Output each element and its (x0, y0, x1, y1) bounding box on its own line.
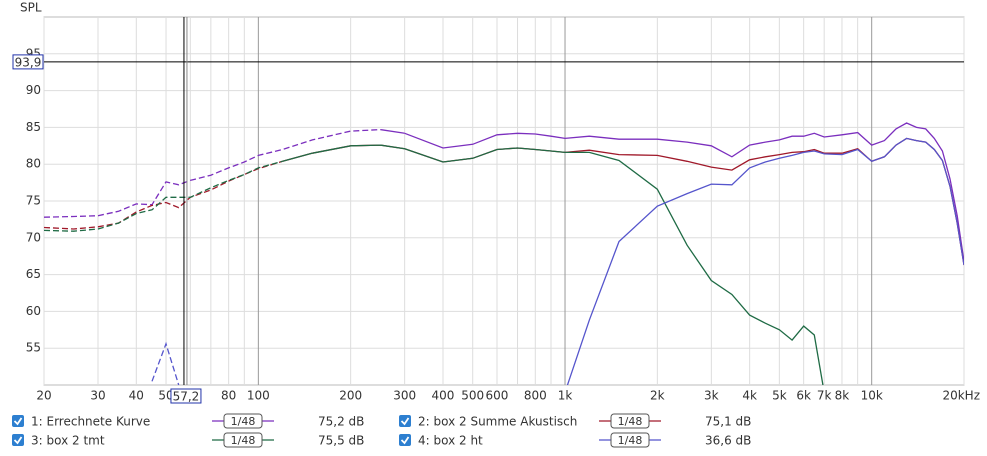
checkbox-tick (13, 436, 23, 445)
checkbox[interactable] (12, 415, 24, 427)
y-tick-label: 60 (26, 304, 41, 318)
legend-label: 1: Errechnete Kurve (31, 415, 150, 429)
x-tick-label: 300 (393, 389, 416, 403)
x-tick-label: 6k (796, 389, 811, 403)
y-tick-label: 65 (26, 267, 41, 281)
x-tick-label: 800 (524, 389, 547, 403)
checkbox-tick (13, 417, 23, 426)
series-line (404, 122, 964, 262)
x-tick-label: 8k (835, 389, 850, 403)
x-tick-label: 50 (158, 389, 173, 403)
x-tick-label: 20kHz (942, 389, 980, 403)
y-tick-label: 90 (26, 83, 41, 97)
cursor-box (12, 54, 44, 70)
x-tick-label: 40 (129, 389, 144, 403)
x-tick-label: 7k (817, 389, 832, 403)
line-connector (282, 152, 313, 162)
x-tick-label: 1k (558, 389, 573, 403)
x-tick-label: 3k (704, 389, 719, 403)
smoothing-box[interactable] (610, 432, 650, 448)
x-tick-label: 80 (221, 389, 236, 403)
legend-label: 2: box 2 Summe Akustisch (418, 415, 577, 429)
legend-label: 3: box 2 tmt (31, 434, 105, 448)
readout: 75,2 dB (318, 415, 364, 429)
cursor-x-label: 57,2 (173, 390, 200, 404)
series-line (44, 128, 381, 218)
series-line (151, 341, 180, 385)
legend-label: 4: box 2 ht (418, 434, 483, 448)
readout: 36,6 dB (705, 434, 751, 448)
checkbox[interactable] (399, 415, 411, 427)
series-line (566, 137, 964, 385)
series-line (312, 144, 824, 385)
smoothing-box[interactable] (610, 413, 650, 429)
x-tick-label: 100 (247, 389, 270, 403)
y-tick-label: 70 (26, 230, 41, 244)
x-tick-label: 2k (650, 389, 665, 403)
checkbox[interactable] (12, 434, 24, 446)
x-tick-label: 600 (486, 389, 509, 403)
x-tick-label: 30 (90, 389, 105, 403)
smoothing-label: 1/48 (618, 434, 643, 447)
checkbox-tick (400, 417, 410, 426)
y-tick-label: 80 (26, 157, 41, 171)
y-tick-label: 85 (26, 120, 41, 134)
x-tick-label: 10k (861, 389, 883, 403)
line-connector (380, 128, 405, 134)
smoothing-box[interactable] (223, 413, 263, 429)
x-tick-label: 200 (339, 389, 362, 403)
y-tick-label: 55 (26, 341, 41, 355)
x-tick-label: 5k (772, 389, 787, 403)
x-tick-label: 400 (432, 389, 455, 403)
smoothing-box[interactable] (223, 432, 263, 448)
x-tick-label: 20 (36, 389, 51, 403)
smoothing-label: 1/48 (231, 434, 256, 447)
smoothing-label: 1/48 (618, 415, 643, 428)
x-tick-label: 4k (742, 389, 757, 403)
y-tick-label: 75 (26, 194, 41, 208)
smoothing-label: 1/48 (231, 415, 256, 428)
cursor-box (170, 388, 202, 404)
y-axis-label: SPL (20, 1, 42, 15)
x-tick-label: 500 (461, 389, 484, 403)
cursor-y-label: 93,9 (15, 55, 42, 69)
checkbox[interactable] (399, 434, 411, 446)
readout: 75,1 dB (705, 415, 751, 429)
checkbox-tick (400, 436, 410, 445)
readout: 75,5 dB (318, 434, 364, 448)
series-line (44, 160, 283, 232)
